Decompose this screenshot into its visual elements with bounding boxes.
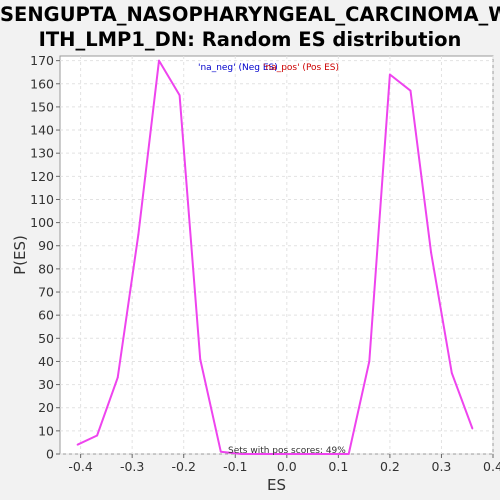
y-tick-label: 20: [38, 400, 54, 415]
x-tick-label: 0.1: [328, 459, 348, 474]
data-point: [409, 89, 412, 92]
y-tick-label: 40: [38, 354, 54, 369]
x-tick-label: -0.1: [223, 459, 247, 474]
y-tick-label: 110: [30, 192, 54, 207]
y-tick-label: 80: [38, 261, 54, 276]
data-point: [389, 73, 391, 76]
y-tick-label: 60: [38, 308, 54, 323]
data-point: [368, 360, 371, 363]
chart-title-line-2: ITH_LMP1_DN: Random ES distribution: [38, 28, 462, 51]
legend-neg: 'na_neg' (Neg ES): [198, 63, 278, 73]
y-tick-label: 140: [30, 123, 54, 138]
y-tick-label: 0: [46, 447, 54, 462]
data-point: [178, 94, 181, 97]
data-point: [450, 372, 453, 374]
data-point: [240, 453, 243, 455]
data-point: [158, 59, 160, 62]
data-point: [261, 453, 263, 455]
data-point: [137, 233, 140, 236]
y-tick-label: 120: [30, 169, 54, 184]
chart-title-line-1: SENGUPTA_NASOPHARYNGEAL_CARCINOMA_W: [0, 3, 500, 26]
data-point: [347, 453, 350, 455]
y-axis-label: P(ES): [11, 235, 29, 275]
plot-area: [59, 55, 494, 455]
series-line: [77, 59, 474, 455]
data-point: [116, 376, 119, 379]
data-point: [281, 453, 284, 455]
y-tick-label: 10: [38, 423, 54, 438]
y-tick-label: 100: [30, 215, 54, 230]
y-tick-label: 160: [30, 76, 54, 91]
x-tick-label: 0.2: [380, 459, 400, 474]
grid: [60, 56, 494, 455]
y-tick-label: 30: [38, 377, 54, 392]
legend-pos: 'na_pos' (Pos ES): [263, 63, 339, 73]
data-point: [96, 434, 99, 437]
x-tick-label: 0.0: [277, 459, 297, 474]
y-tick-label: 170: [30, 53, 54, 68]
y-tick-label: 150: [30, 99, 54, 114]
x-tick-label: -0.2: [172, 459, 196, 474]
chart-title: SENGUPTA_NASOPHARYNGEAL_CARCINOMA_W ITH_…: [0, 2, 500, 52]
x-axis-label: ES: [267, 476, 286, 494]
x-tick-label: -0.4: [68, 459, 92, 474]
y-axis: 0 10 20 30 40 50 60 70 80 90 100 110 120 130 140 150 160…: [30, 53, 60, 462]
data-point: [76, 443, 79, 446]
data-point: [323, 453, 325, 455]
data-point: [471, 427, 474, 430]
x-tick-label: -0.3: [120, 459, 144, 474]
data-point: [302, 453, 305, 455]
data-point: [219, 450, 222, 453]
y-tick-label: 70: [38, 285, 54, 300]
y-tick-label: 50: [38, 331, 54, 346]
annotation-pos-scores: Sets with pos scores: 49%: [228, 446, 346, 456]
data-point: [199, 358, 202, 361]
x-tick-label: 0.4: [483, 459, 500, 474]
y-tick-label: 130: [30, 146, 54, 161]
data-point: [430, 251, 433, 254]
y-tick-label: 90: [38, 238, 54, 253]
x-axis: -0.4 -0.3 -0.2 -0.1 0.0 0.1 0.2 0.3 0.4: [68, 454, 500, 474]
x-tick-label: 0.3: [432, 459, 452, 474]
series-group: [76, 59, 474, 455]
